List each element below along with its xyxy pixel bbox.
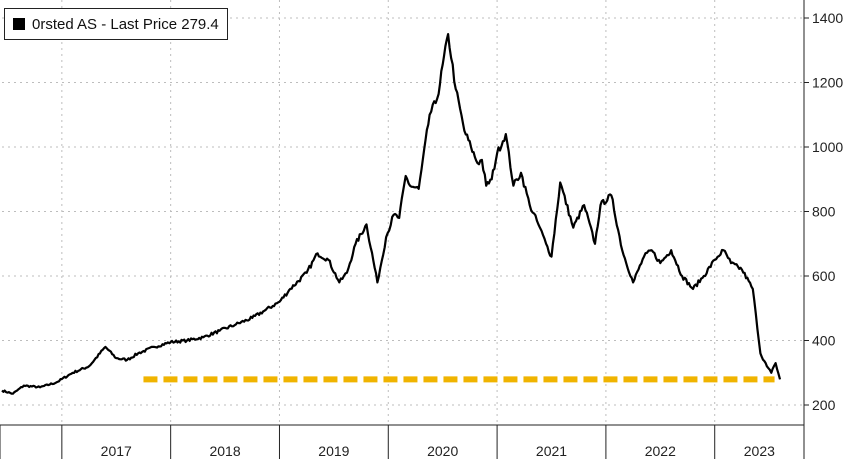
x-tick-label: 2017 (101, 443, 132, 459)
y-tick-label: 1200 (812, 75, 843, 91)
y-tick-label: 1000 (812, 139, 843, 155)
y-axis-group: 200 400 600 800 1000 1200 1400 (803, 0, 843, 459)
x-tick-label: 2018 (209, 443, 240, 459)
legend-label: 0rsted AS - Last Price 279.4 (32, 15, 219, 33)
x-tick-label: 2021 (536, 443, 567, 459)
y-tick-label: 600 (812, 268, 836, 284)
y-tick-label: 800 (812, 204, 836, 220)
x-tick-label: 2019 (318, 443, 349, 459)
x-axis-group: 2017 2018 2019 2020 2021 2022 2023 (0, 424, 804, 459)
y-tick-label: 400 (812, 333, 836, 349)
grid-group (2, 0, 804, 425)
y-tick-label: 200 (812, 397, 836, 413)
series-group (1, 33, 782, 395)
x-tick-label: 2020 (427, 443, 458, 459)
legend-swatch (13, 18, 25, 30)
y-tick-label: 1400 (812, 10, 843, 26)
x-tick-label: 2022 (645, 443, 676, 459)
legend: 0rsted AS - Last Price 279.4 (4, 8, 228, 40)
series-line-orsted (1, 33, 782, 395)
x-tick-label: 2023 (744, 443, 775, 459)
